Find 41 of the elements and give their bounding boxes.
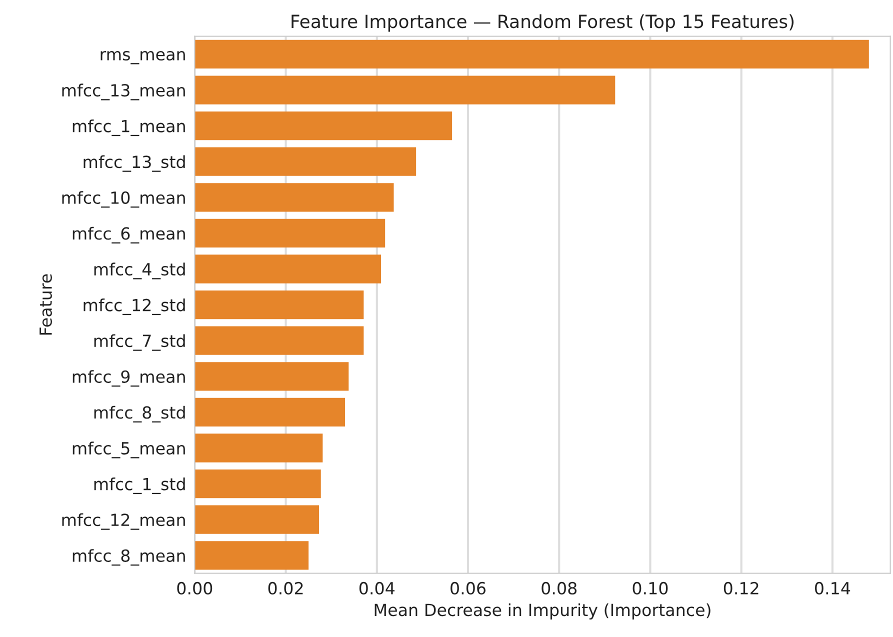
y-tick-label: mfcc_13_mean [62, 84, 185, 100]
y-tick-label: mfcc_10_mean [62, 191, 185, 208]
bar [194, 541, 309, 570]
bar [194, 469, 321, 498]
bar [194, 505, 320, 534]
x-tick-label: 0.00 [177, 582, 212, 595]
bar [194, 183, 394, 212]
y-tick-label: rms_mean [100, 50, 185, 64]
y-tick-label: mfcc_13_std [84, 155, 185, 172]
y-tick-label: mfcc_4_std [94, 262, 185, 280]
y-tick-label: mfcc_6_mean [72, 226, 185, 244]
bar [194, 254, 381, 284]
bar [194, 398, 346, 427]
bar [194, 111, 452, 140]
bar [194, 362, 349, 391]
y-tick-label: mfcc_12_std [84, 298, 185, 316]
bar [194, 147, 416, 176]
x-tick-label: 0.08 [542, 582, 577, 595]
x-tick-label: 0.14 [815, 582, 850, 595]
y-tick-label: mfcc_1_mean [72, 119, 185, 136]
y-tick-label: mfcc_1_std [94, 477, 185, 494]
bar [194, 434, 323, 462]
x-tick-label: 0.12 [724, 582, 758, 595]
x-tick-label: 0.02 [268, 582, 303, 595]
chart-title: Feature Importance — Random Forest (Top 15 Features) [292, 14, 794, 32]
y-tick-label: mfcc_8_mean [72, 549, 185, 566]
x-tick-label: 0.10 [632, 582, 668, 595]
bar [194, 40, 869, 69]
x-tick-label: 0.04 [359, 582, 395, 595]
y-tick-label: mfcc_12_mean [62, 513, 185, 530]
bar [194, 326, 364, 355]
y-tick-label: mfcc_9_mean [72, 370, 185, 387]
bar [194, 218, 386, 248]
x-tick-label: 0.06 [450, 582, 486, 595]
x-axis-title: Mean Decrease in Impurity (Importance) [374, 603, 710, 620]
y-tick-label: mfcc_8_std [94, 406, 185, 422]
bar [194, 76, 616, 104]
y-tick-label: mfcc_5_mean [72, 442, 185, 458]
y-axis-title: Feature [40, 274, 52, 335]
bar [194, 290, 364, 320]
y-tick-label: mfcc_7_std [94, 334, 185, 351]
